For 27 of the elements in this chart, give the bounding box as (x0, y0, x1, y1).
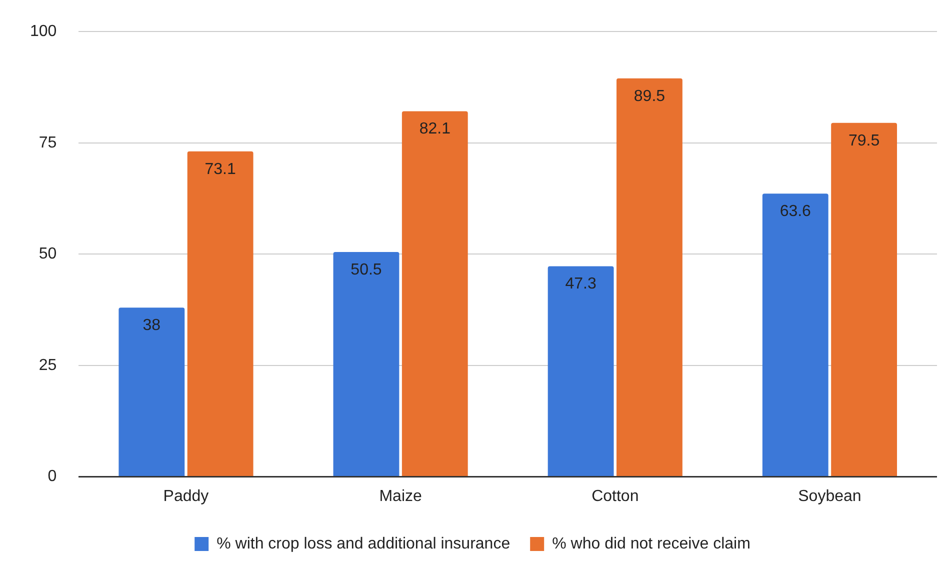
x-tick-label: Maize (379, 488, 422, 505)
data-label: 50.5 (350, 261, 382, 278)
x-tick-label: Soybean (798, 488, 862, 505)
bar (548, 266, 614, 476)
data-label: 38 (142, 317, 161, 334)
data-label: 63.6 (780, 203, 812, 220)
bar (402, 111, 468, 476)
data-label: 79.5 (848, 132, 880, 150)
y-tick-label: 50 (38, 246, 57, 263)
y-tick-label: 75 (38, 134, 57, 152)
data-label: 47.3 (565, 276, 596, 293)
bar (762, 194, 828, 476)
legend-label: % who did not receive claim (552, 535, 750, 552)
bar (831, 122, 898, 476)
legend-label: % with crop loss and additional insurance (216, 535, 510, 552)
data-label: 73.1 (204, 160, 236, 178)
y-tick-label: 0 (48, 468, 57, 486)
x-tick-label: Paddy (163, 488, 209, 505)
bar (616, 78, 682, 476)
data-label: 89.5 (634, 88, 666, 105)
y-tick-label: 25 (38, 356, 57, 374)
data-label: 82.1 (419, 120, 451, 138)
bar (118, 308, 185, 476)
y-tick-label: 100 (30, 23, 57, 40)
bar (333, 252, 400, 476)
bar (187, 151, 254, 476)
x-tick-label: Cotton (592, 488, 639, 505)
